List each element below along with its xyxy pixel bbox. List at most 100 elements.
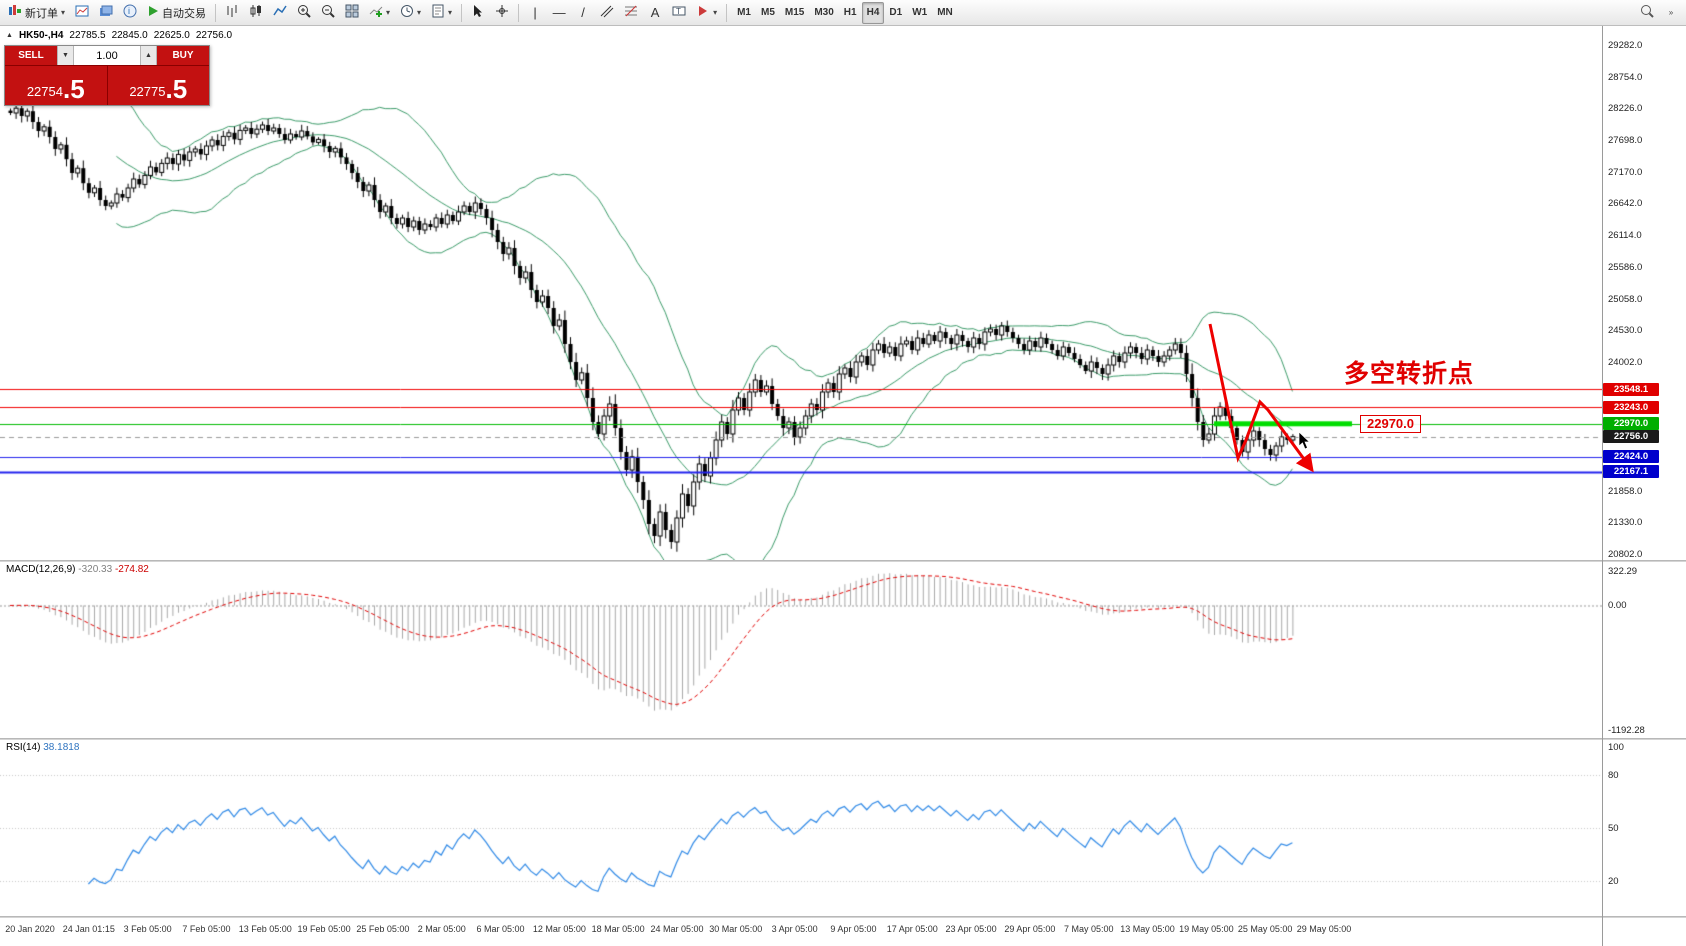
lot-increase-button[interactable]: ▲ (140, 46, 157, 65)
label-tool-button[interactable]: T (668, 2, 690, 24)
label-icon: T (672, 4, 686, 21)
cursor-tool-button[interactable] (467, 2, 489, 24)
rsi-name: RSI(14) (6, 742, 41, 753)
horizontal-line-icon: — (552, 5, 566, 20)
chevron-down-icon: ▾ (417, 8, 422, 17)
timeframe-button-m15[interactable]: M15 (784, 7, 805, 18)
channel-tool-button[interactable] (596, 2, 618, 24)
vertical-line-tool-button[interactable]: | (524, 2, 546, 24)
time-axis-label: 25 Feb 05:00 (356, 924, 410, 934)
toolbar-overflow-button[interactable]: » (1660, 2, 1682, 24)
macd-panel-canvas[interactable] (0, 562, 1602, 738)
timeframe-button-w1[interactable]: W1 (912, 7, 928, 18)
price-axis-label: 25586.0 (1608, 261, 1643, 273)
timeframe-button-mn[interactable]: MN (937, 7, 953, 18)
sell-price-main: 22754 (26, 84, 63, 99)
main-chart-canvas[interactable] (0, 26, 1602, 560)
candle-chart-type-button[interactable] (245, 2, 267, 24)
search-icon (1640, 4, 1654, 21)
indicators-button[interactable]: ▾ (365, 2, 394, 24)
fibonacci-tool-button[interactable] (620, 2, 642, 24)
collapse-triangle-icon[interactable]: ▲ (6, 32, 13, 39)
tile-windows-button[interactable] (341, 2, 363, 24)
price-axis-label: 25058.0 (1608, 293, 1643, 305)
price-tag-23243.0: 23243.0 (1603, 400, 1659, 414)
toolbar-separator (461, 3, 463, 22)
horizontal-line-tool-button[interactable]: — (548, 2, 570, 24)
periods-button[interactable]: ▾ (396, 2, 425, 24)
price-axis-border (1602, 26, 1603, 946)
zoom-out-button[interactable] (317, 2, 339, 24)
profiles-button[interactable] (95, 2, 117, 24)
chevron-double-icon: » (1668, 8, 1674, 17)
time-axis-label: 19 Feb 05:00 (297, 924, 351, 934)
buy-price-fraction: .5 (165, 74, 188, 104)
time-axis-label: 25 May 05:00 (1237, 924, 1293, 934)
timeframe-button-m1[interactable]: M1 (737, 7, 751, 18)
macd-axis-label: -1192.28 (1608, 725, 1645, 736)
time-axis-label: 29 May 05:00 (1296, 924, 1352, 934)
rsi-value: 38.1818 (43, 742, 80, 753)
trendline-tool-button[interactable]: / (572, 2, 594, 24)
price-tag-23548.1: 23548.1 (1603, 382, 1659, 396)
crosshair-icon (495, 4, 509, 21)
timeframe-button-h1[interactable]: H1 (843, 7, 857, 18)
timeframe-button-m30[interactable]: M30 (814, 7, 834, 18)
rsi-axis-label: 20 (1608, 875, 1619, 887)
time-axis-label: 24 Mar 05:00 (650, 924, 704, 934)
buy-button[interactable]: BUY (157, 46, 209, 65)
rsi-panel-canvas[interactable] (0, 740, 1602, 916)
data-window-button[interactable]: i (119, 2, 141, 24)
zoom-out-icon (321, 4, 335, 21)
price-axis-label: 26642.0 (1608, 198, 1643, 210)
buy-price-main: 22775 (129, 84, 166, 99)
macd-signal-value: -274.82 (114, 564, 149, 575)
new-order-button[interactable]: 新订单 ▾ (4, 2, 69, 24)
timeframe-button-m5[interactable]: M5 (760, 7, 775, 18)
sell-price-fraction: .5 (62, 74, 85, 104)
tile-windows-icon (345, 4, 359, 21)
time-axis-label: 23 Apr 05:00 (945, 924, 997, 934)
buy-price-button[interactable]: 22775 .5 (107, 66, 209, 105)
symbol-ohlc-bar: ▲ HK50-,H4 22785.5 22845.0 22625.0 22756… (6, 30, 232, 41)
timeframe-button-h4[interactable]: H4 (861, 1, 885, 24)
time-axis[interactable]: 20 Jan 2020 24 Jan 01:15 3 Feb 05:00 7 Feb … (0, 918, 1602, 946)
sell-price-button[interactable]: 22754 .5 (5, 66, 108, 105)
price-axis-label: 28754.0 (1608, 71, 1643, 83)
lot-size-input[interactable] (74, 46, 140, 65)
price-axis-label: 21858.0 (1608, 485, 1643, 497)
autotrading-button[interactable]: 自动交易 (143, 2, 210, 24)
profiles-icon (99, 4, 113, 21)
lot-decrease-button[interactable]: ▼ (57, 46, 74, 65)
crosshair-tool-button[interactable] (491, 2, 513, 24)
price-label-annotation[interactable]: 22970.0 (1360, 414, 1421, 433)
time-axis-label: 30 Mar 05:00 (709, 924, 763, 934)
zoom-in-button[interactable] (293, 2, 315, 24)
line-chart-type-button[interactable] (269, 2, 291, 24)
timeframe-button-d1[interactable]: D1 (889, 7, 903, 18)
bar-chart-type-button[interactable] (221, 2, 243, 24)
time-axis-label: 2 Mar 05:00 (417, 924, 466, 934)
candle-chart-icon (249, 4, 263, 21)
macd-axis-label: 322.29 (1608, 566, 1638, 577)
price-axis-label: 24530.0 (1608, 325, 1643, 337)
arrow-stamp-icon (696, 4, 710, 21)
chevron-down-icon: ▾ (61, 8, 66, 17)
panel-splitter-macd[interactable] (0, 560, 1686, 562)
timeframe-button-group: M1 M5 M15 M30 H1 H4 D1 W1 MN (732, 1, 958, 24)
toolbar-separator (726, 3, 728, 22)
time-axis-label: 20 Jan 2020 (5, 924, 55, 934)
search-button[interactable] (1636, 2, 1658, 24)
time-axis-label: 17 Apr 05:00 (886, 924, 938, 934)
panel-splitter-rsi[interactable] (0, 738, 1686, 740)
macd-name: MACD(12,26,9) (6, 564, 76, 575)
charts-window-button[interactable] (71, 2, 93, 24)
template-icon (431, 4, 445, 21)
text-tool-button[interactable]: A (644, 2, 666, 24)
turning-point-annotation[interactable]: 多空转折点 (1344, 360, 1475, 388)
templates-button[interactable]: ▾ (427, 2, 456, 24)
sell-button[interactable]: SELL (5, 46, 57, 65)
arrows-tool-button[interactable]: ▾ (692, 2, 721, 24)
price-axis-label: 28226.0 (1608, 103, 1643, 115)
chevron-down-icon: ▾ (448, 8, 453, 17)
